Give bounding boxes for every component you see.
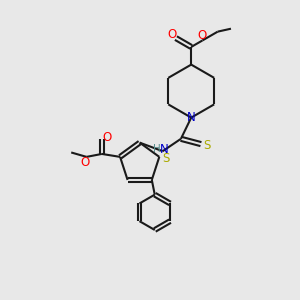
Text: O: O	[168, 28, 177, 41]
Text: S: S	[162, 152, 169, 165]
Text: N: N	[187, 111, 196, 124]
Text: O: O	[103, 131, 112, 144]
Text: N: N	[160, 143, 169, 156]
Text: H: H	[154, 144, 161, 154]
Text: S: S	[204, 139, 211, 152]
Text: O: O	[198, 29, 207, 42]
Text: O: O	[81, 156, 90, 169]
